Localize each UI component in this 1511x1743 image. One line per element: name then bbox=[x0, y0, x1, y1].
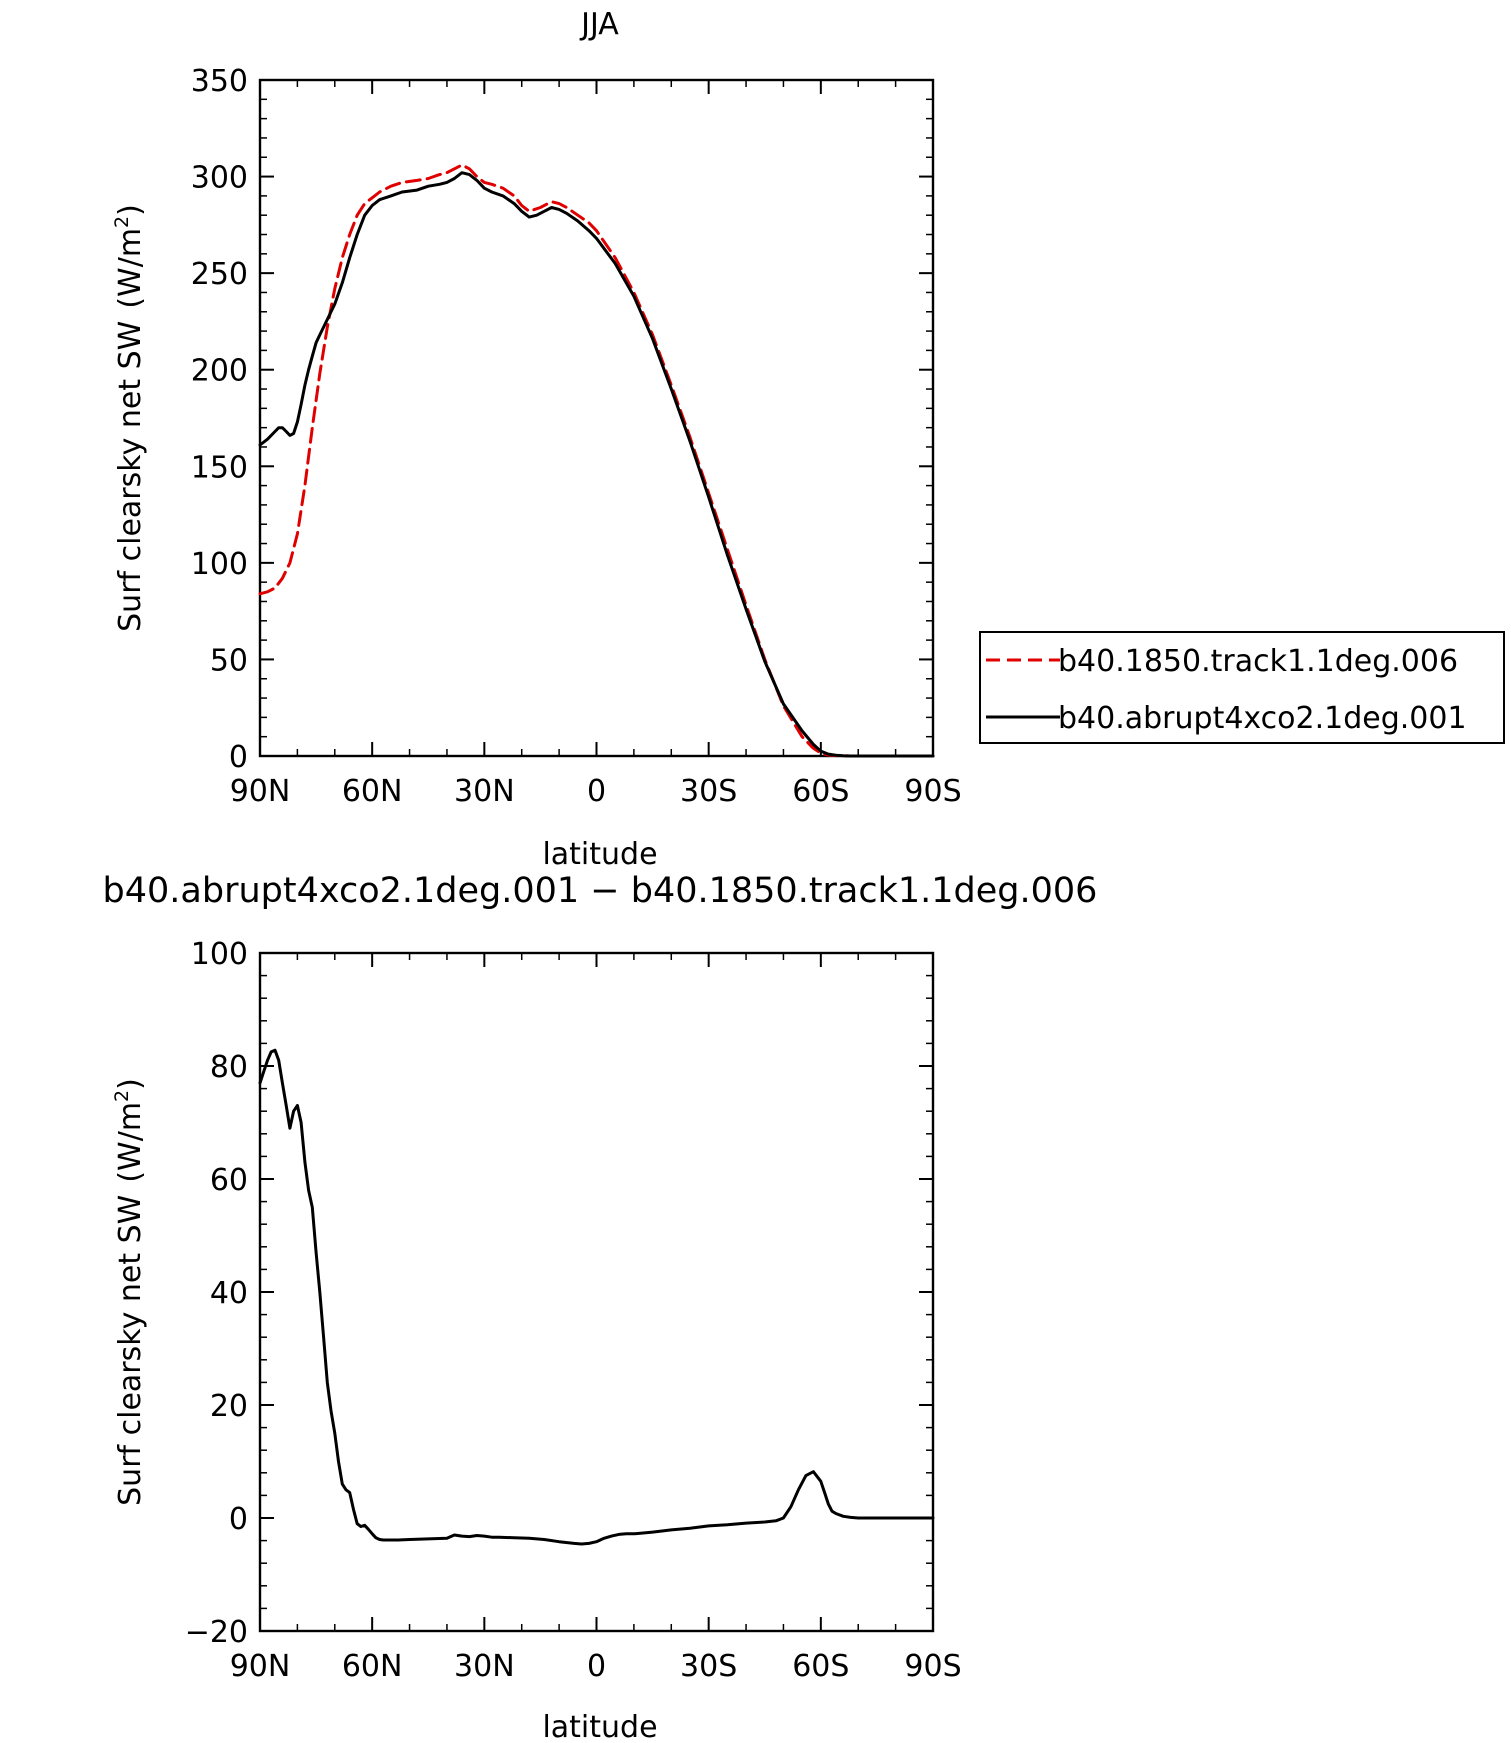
bottom-panel-ylabel-units: (W/m bbox=[113, 1102, 148, 1183]
top-panel-ylabel-sup: 2 bbox=[111, 216, 133, 228]
xtick-label: 90N bbox=[230, 1649, 291, 1684]
xtick-label: 30S bbox=[680, 1649, 737, 1684]
xtick-label: 0 bbox=[587, 774, 606, 809]
xtick-label: 30S bbox=[680, 774, 737, 809]
ytick-label: 150 bbox=[191, 450, 248, 485]
legend-box bbox=[979, 631, 1505, 744]
legend-entry-control: b40.1850.track1.1deg.006 bbox=[1058, 644, 1458, 679]
top-panel-ylabel: Surf clearsky net SW (W/m2) bbox=[111, 204, 148, 632]
top-panel-xlabel: latitude bbox=[542, 837, 657, 872]
top-panel-ylabel-units: (W/m bbox=[113, 228, 148, 309]
xtick-label: 0 bbox=[587, 1649, 606, 1684]
top-panel-frame bbox=[258, 78, 935, 758]
xtick-label: 60S bbox=[792, 774, 849, 809]
xtick-label: 90N bbox=[230, 774, 291, 809]
bottom-panel-ylabel: Surf clearsky net SW (W/m2) bbox=[111, 1078, 148, 1506]
xtick-label: 60S bbox=[792, 1649, 849, 1684]
xtick-label: 30N bbox=[454, 1649, 515, 1684]
series-line-difference bbox=[258, 1048, 935, 1546]
xtick-label: 60N bbox=[342, 1649, 403, 1684]
ytick-label: 300 bbox=[191, 161, 248, 196]
bottom-panel-ylabel-text: Surf clearsky net SW bbox=[113, 1195, 148, 1506]
ytick-label: 250 bbox=[191, 257, 248, 292]
xtick-label: 60N bbox=[342, 774, 403, 809]
series-line-abrupt bbox=[258, 171, 935, 758]
ytick-label: 200 bbox=[191, 354, 248, 389]
xtick-label: 90S bbox=[904, 1649, 961, 1684]
bottom-panel-ylabel-close: ) bbox=[113, 1078, 148, 1090]
ytick-label: 100 bbox=[191, 547, 248, 582]
top-panel-ylabel-close: ) bbox=[113, 204, 148, 216]
xtick-label: 30N bbox=[454, 774, 515, 809]
legend-entry-abrupt: b40.abrupt4xco2.1deg.001 bbox=[1058, 701, 1467, 736]
top-panel: JJA 0 50 100 150 200 250 300 350 90N 60N 30N 0 30S 60… bbox=[111, 7, 1505, 872]
legend: b40.1850.track1.1deg.006 b40.abrupt4xco2… bbox=[979, 631, 1505, 744]
series-line-control bbox=[258, 163, 935, 758]
xtick-label: 90S bbox=[904, 774, 961, 809]
ytick-label: −20 bbox=[185, 1615, 248, 1650]
top-panel-ylabel-text: Surf clearsky net SW bbox=[113, 321, 148, 632]
ytick-label: 20 bbox=[210, 1389, 248, 1424]
ytick-label: 100 bbox=[191, 937, 248, 972]
ytick-label: 0 bbox=[229, 1502, 248, 1537]
ytick-label: 350 bbox=[191, 64, 248, 99]
ytick-label: 60 bbox=[210, 1163, 248, 1198]
ytick-label: 0 bbox=[229, 740, 248, 775]
top-panel-title: JJA bbox=[579, 7, 619, 42]
ytick-label: 50 bbox=[210, 643, 248, 678]
bottom-panel-title: b40.abrupt4xco2.1deg.001 − b40.1850.trac… bbox=[103, 871, 1098, 911]
bottom-panel: b40.abrupt4xco2.1deg.001 − b40.1850.trac… bbox=[103, 871, 1098, 1743]
bottom-panel-frame bbox=[258, 951, 935, 1633]
ytick-label: 80 bbox=[210, 1050, 248, 1085]
ytick-label: 40 bbox=[210, 1276, 248, 1311]
bottom-panel-ylabel-sup: 2 bbox=[111, 1090, 133, 1102]
bottom-panel-xlabel: latitude bbox=[542, 1710, 657, 1743]
